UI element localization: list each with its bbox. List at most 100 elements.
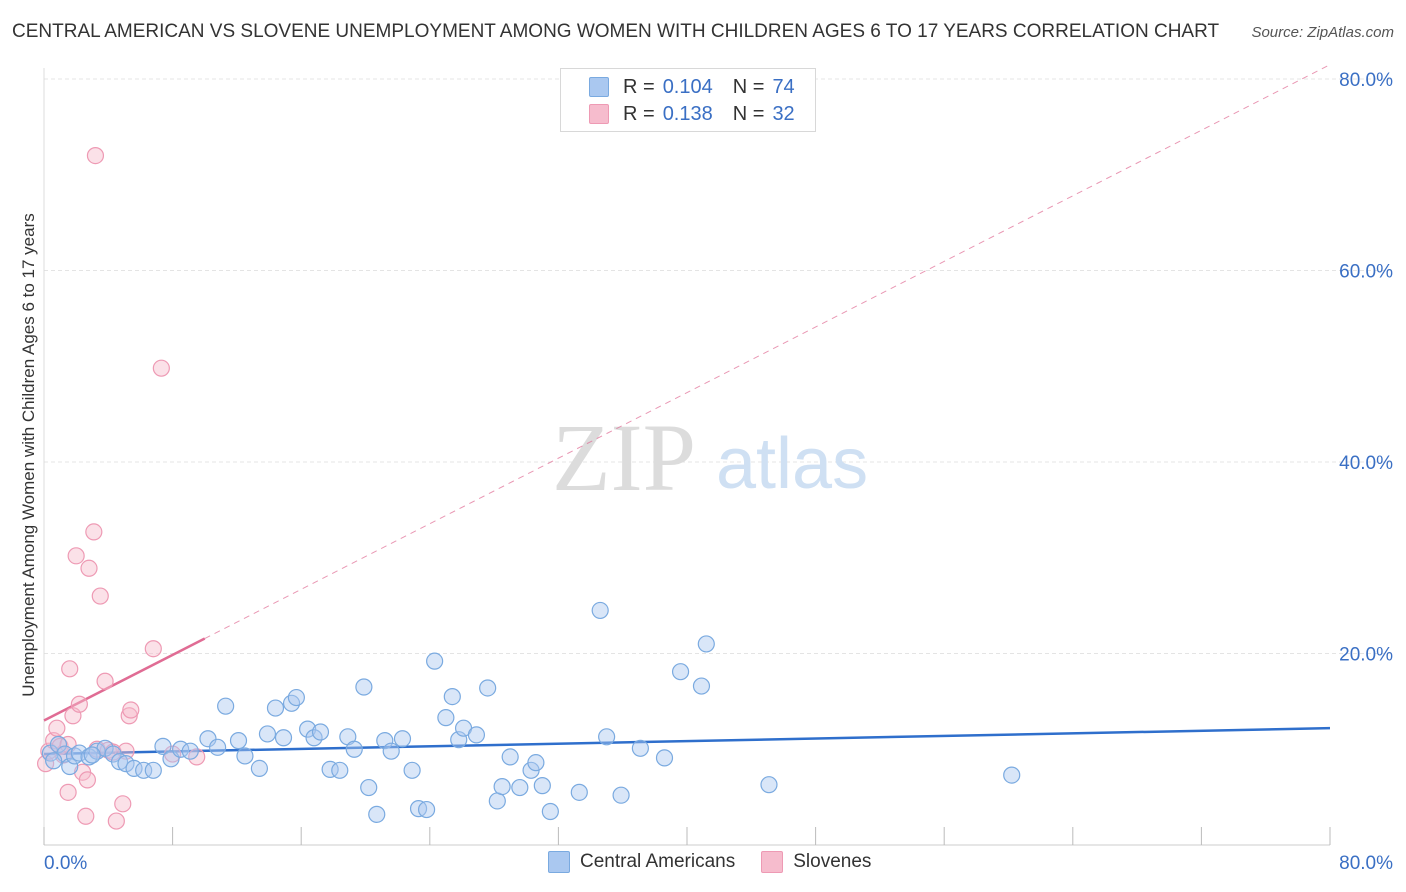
point-slovenes xyxy=(80,559,98,577)
point-central-americans xyxy=(417,800,436,819)
pink-swatch-icon xyxy=(761,851,784,873)
point-slovenes xyxy=(144,640,162,658)
legend-n-value: 74 xyxy=(772,75,795,98)
point-central-americans xyxy=(382,742,400,760)
point-central-americans xyxy=(266,699,285,717)
point-central-americans xyxy=(117,755,135,773)
point-central-americans xyxy=(479,679,497,697)
point-central-americans xyxy=(697,635,715,653)
legend-row-central-americans: R = 0.104 N = 74 xyxy=(589,74,795,100)
point-central-americans xyxy=(511,778,529,797)
y-tick-label: 40.0% xyxy=(1339,453,1393,474)
legend-n-label: N = xyxy=(732,102,765,125)
legend-row-slovenes: R = 0.138 N = 32 xyxy=(589,101,795,127)
point-central-americans xyxy=(345,740,363,758)
point-central-americans xyxy=(299,720,317,738)
point-slovenes xyxy=(122,701,140,719)
point-central-americans xyxy=(467,726,486,744)
point-central-americans xyxy=(250,759,269,778)
point-central-americans xyxy=(533,777,551,795)
point-central-americans xyxy=(437,709,455,727)
tick-labels: 20.0% 40.0% 60.0% 80.0% 0.0% 80.0% xyxy=(44,70,1393,874)
point-central-americans xyxy=(110,753,129,771)
point-central-americans xyxy=(355,678,373,696)
point-central-americans xyxy=(199,730,217,748)
point-central-americans xyxy=(671,663,690,681)
legend-item-central-americans[interactable]: Central Americans xyxy=(548,851,735,873)
point-slovenes xyxy=(70,695,88,713)
point-central-americans xyxy=(311,723,330,741)
point-central-americans xyxy=(45,752,63,770)
watermark-zip: ZIP xyxy=(552,404,696,511)
point-central-americans xyxy=(154,737,172,755)
point-slovenes xyxy=(77,807,95,825)
point-central-americans xyxy=(393,730,412,748)
point-slovenes xyxy=(86,147,105,165)
legend-label-central-americans: Central Americans xyxy=(580,851,736,872)
legend-item-slovenes[interactable]: Slovenes xyxy=(761,851,871,873)
point-central-americans xyxy=(692,677,711,695)
watermark-atlas: atlas xyxy=(716,424,868,504)
trend-lines xyxy=(43,64,1331,756)
watermark: ZIP atlas xyxy=(552,404,868,511)
point-slovenes xyxy=(91,587,109,605)
point-central-americans xyxy=(598,728,616,746)
source-label: Source: ZipAtlas.com xyxy=(1251,24,1394,41)
legend-r-value: 0.138 xyxy=(662,102,713,125)
point-central-americans xyxy=(209,738,227,756)
point-central-americans xyxy=(287,688,305,707)
point-central-americans xyxy=(612,786,630,804)
legend-n-value: 32 xyxy=(772,102,795,125)
legend-n-label: N = xyxy=(732,75,765,98)
trend-line-slovenes xyxy=(43,637,206,722)
point-central-americans xyxy=(655,749,674,767)
point-central-americans xyxy=(493,777,511,796)
point-central-americans xyxy=(83,746,101,764)
point-slovenes xyxy=(67,547,85,565)
y-tick-label: 20.0% xyxy=(1339,645,1393,666)
point-slovenes xyxy=(96,672,114,690)
axes xyxy=(43,68,1331,846)
pink-swatch-icon xyxy=(589,104,609,124)
point-central-americans xyxy=(760,776,778,794)
point-slovenes xyxy=(48,719,66,737)
point-central-americans xyxy=(274,729,293,747)
point-slovenes xyxy=(78,771,97,789)
point-slovenes xyxy=(114,795,132,813)
y-tick-label: 80.0% xyxy=(1339,70,1393,91)
point-central-americans xyxy=(541,802,559,821)
legend-r-value: 0.104 xyxy=(662,75,713,98)
point-slovenes xyxy=(61,660,79,678)
point-central-americans xyxy=(631,739,649,757)
point-central-americans xyxy=(331,761,349,779)
point-central-americans xyxy=(217,697,235,715)
point-central-americans xyxy=(181,742,199,760)
point-central-americans xyxy=(61,757,79,776)
x-tick-label: 80.0% xyxy=(1339,853,1393,874)
point-central-americans xyxy=(591,601,609,620)
point-central-americans xyxy=(135,761,153,779)
point-slovenes xyxy=(59,783,77,801)
y-axis-label: Unemployment Among Women with Children A… xyxy=(19,213,38,697)
point-central-americans xyxy=(70,744,88,762)
point-central-americans xyxy=(258,725,277,743)
point-central-americans xyxy=(144,761,162,779)
blue-swatch-icon xyxy=(548,851,570,873)
series-legend: Central Americans Slovenes xyxy=(548,851,897,873)
point-central-americans xyxy=(527,754,545,772)
point-slovenes xyxy=(107,812,125,830)
point-central-americans xyxy=(236,747,254,765)
point-central-americans xyxy=(488,792,506,810)
point-central-americans xyxy=(360,778,378,797)
point-central-americans xyxy=(229,732,248,750)
y-tick-label: 60.0% xyxy=(1339,262,1393,283)
point-slovenes xyxy=(85,523,103,541)
point-slovenes xyxy=(152,359,170,377)
trend-line-central-americans xyxy=(43,726,1331,756)
point-central-americans xyxy=(403,761,421,779)
point-central-americans xyxy=(65,747,84,765)
legend-r-label: R = xyxy=(623,102,655,125)
point-central-americans xyxy=(501,748,519,766)
trend-line-slovenes-extrapolated xyxy=(204,64,1331,639)
